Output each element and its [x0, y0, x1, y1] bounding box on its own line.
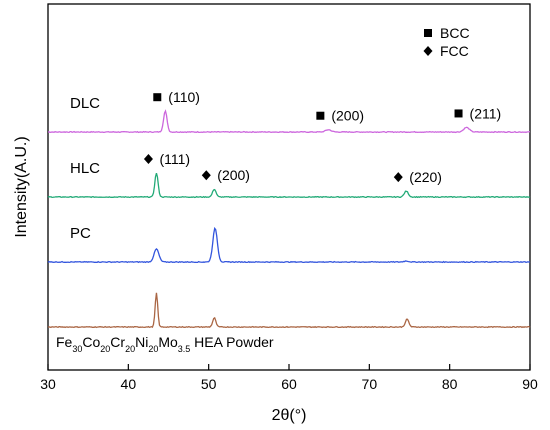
legend-label-bcc: BCC: [440, 25, 470, 41]
x-tick-label: 40: [121, 376, 137, 392]
bcc-square-marker: [153, 93, 162, 102]
peak-hkl-label: (220): [409, 169, 442, 185]
series-label-hlc: HLC: [70, 160, 100, 177]
series-line-2: [47, 226, 531, 264]
x-tick-label: 70: [362, 376, 378, 392]
series-lines: [47, 109, 531, 329]
peak-hkl-label: (110): [168, 89, 200, 105]
series-label-dlc: DLC: [70, 95, 100, 112]
series-labels: DLC HLC PC Fe30Co20Cr20Ni20Mo3.5 HEA Powder: [56, 95, 274, 354]
legend: BCC FCC: [423, 25, 470, 59]
series-line-1: [47, 172, 531, 199]
x-tick-label: 30: [40, 376, 56, 392]
legend-label-fcc: FCC: [440, 43, 469, 59]
series-label-hea-powder: Fe30Co20Cr20Ni20Mo3.5 HEA Powder: [56, 334, 274, 354]
bcc-square-marker: [424, 29, 432, 37]
fcc-diamond-marker: [423, 46, 433, 56]
peak-annotations: (110) (200) (211) (111) (200) (220): [143, 89, 502, 185]
series-line-0: [47, 109, 531, 134]
fcc-diamond-marker: [201, 170, 211, 181]
series-label-pc: PC: [70, 225, 91, 242]
peak-hkl-label: (200): [217, 167, 250, 183]
x-tick-label: 80: [442, 376, 458, 392]
x-tick-label: 90: [522, 376, 538, 392]
fcc-diamond-marker: [393, 172, 403, 183]
peak-hkl-label: (211): [470, 105, 502, 121]
x-tick-label: 60: [281, 376, 297, 392]
peak-hkl-label: (200): [331, 108, 364, 124]
x-tick-label: 50: [201, 376, 217, 392]
peak-hkl-label: (111): [159, 151, 190, 167]
x-axis-ticks: 30 40 50 60 70 80 90: [40, 364, 538, 392]
y-axis-title: Intensity(A.U.): [13, 136, 30, 237]
series-line-3: [47, 292, 531, 329]
fcc-diamond-marker: [143, 153, 153, 164]
x-axis-title: 2θ(°): [272, 407, 307, 424]
bcc-square-marker: [316, 111, 325, 120]
bcc-square-marker: [454, 109, 463, 118]
